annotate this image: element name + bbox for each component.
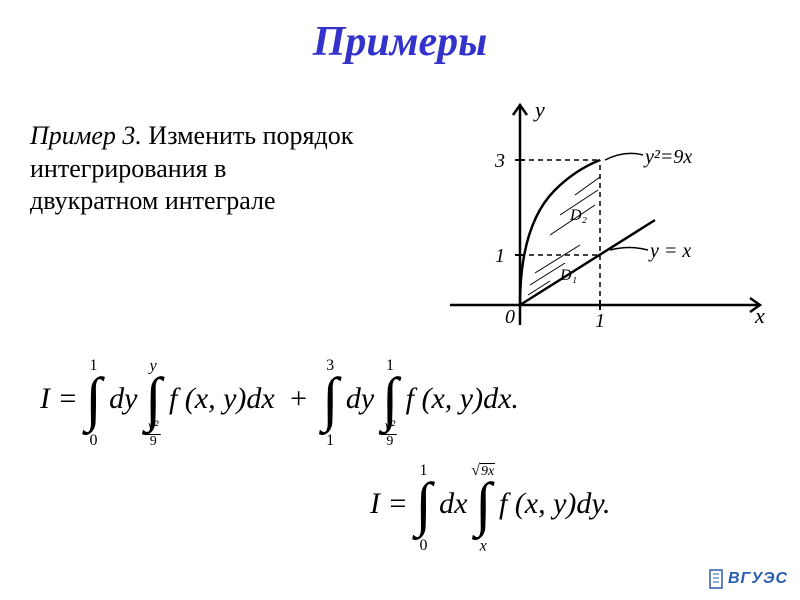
x-axis-label: x: [754, 303, 765, 328]
f2-lhs: I =: [370, 487, 408, 520]
line-label: y = x: [648, 240, 691, 262]
example-statement: Пример 3. Изменить порядок интегрировани…: [30, 120, 360, 218]
f1-lhs: I =: [40, 382, 78, 415]
integration-region-graph: 0 1 1 3 x y y: [400, 95, 780, 345]
x-tick-1: 1: [595, 310, 605, 332]
f2-integral-1: 1 ∫ 0: [415, 480, 431, 528]
f2-integral-2: 9x ∫ x: [475, 480, 491, 528]
f1-integral-2: y ∫ y²9: [145, 375, 161, 423]
page-title: Примеры: [0, 0, 800, 66]
f1-integral-3: 3 ∫ 1: [322, 375, 338, 423]
logo-text: ВГУЭС: [728, 570, 788, 587]
y-tick-3: 3: [494, 150, 505, 172]
example-lead: Пример 3.: [30, 121, 142, 150]
region-d1: D₁: [559, 267, 577, 284]
parabola-label: y²=9x: [643, 146, 692, 168]
formula-original: I = 1 ∫ 0 dy y ∫ y²9 f (x, y)dx + 3 ∫ 1 …: [40, 375, 519, 423]
origin-label: 0: [505, 306, 515, 328]
region-d2: D₂: [569, 207, 588, 224]
y-axis-label: y: [533, 97, 545, 122]
y-tick-1: 1: [495, 245, 505, 267]
f1-integral-4: 1 ∫ y²9: [382, 375, 398, 423]
formula-reversed: I = 1 ∫ 0 dx 9x ∫ x f (x, y)dy.: [370, 480, 611, 528]
f1-integral-1: 1 ∫ 0: [85, 375, 101, 423]
institution-logo: ВГУЭС: [708, 568, 788, 590]
logo-icon: [708, 568, 724, 590]
